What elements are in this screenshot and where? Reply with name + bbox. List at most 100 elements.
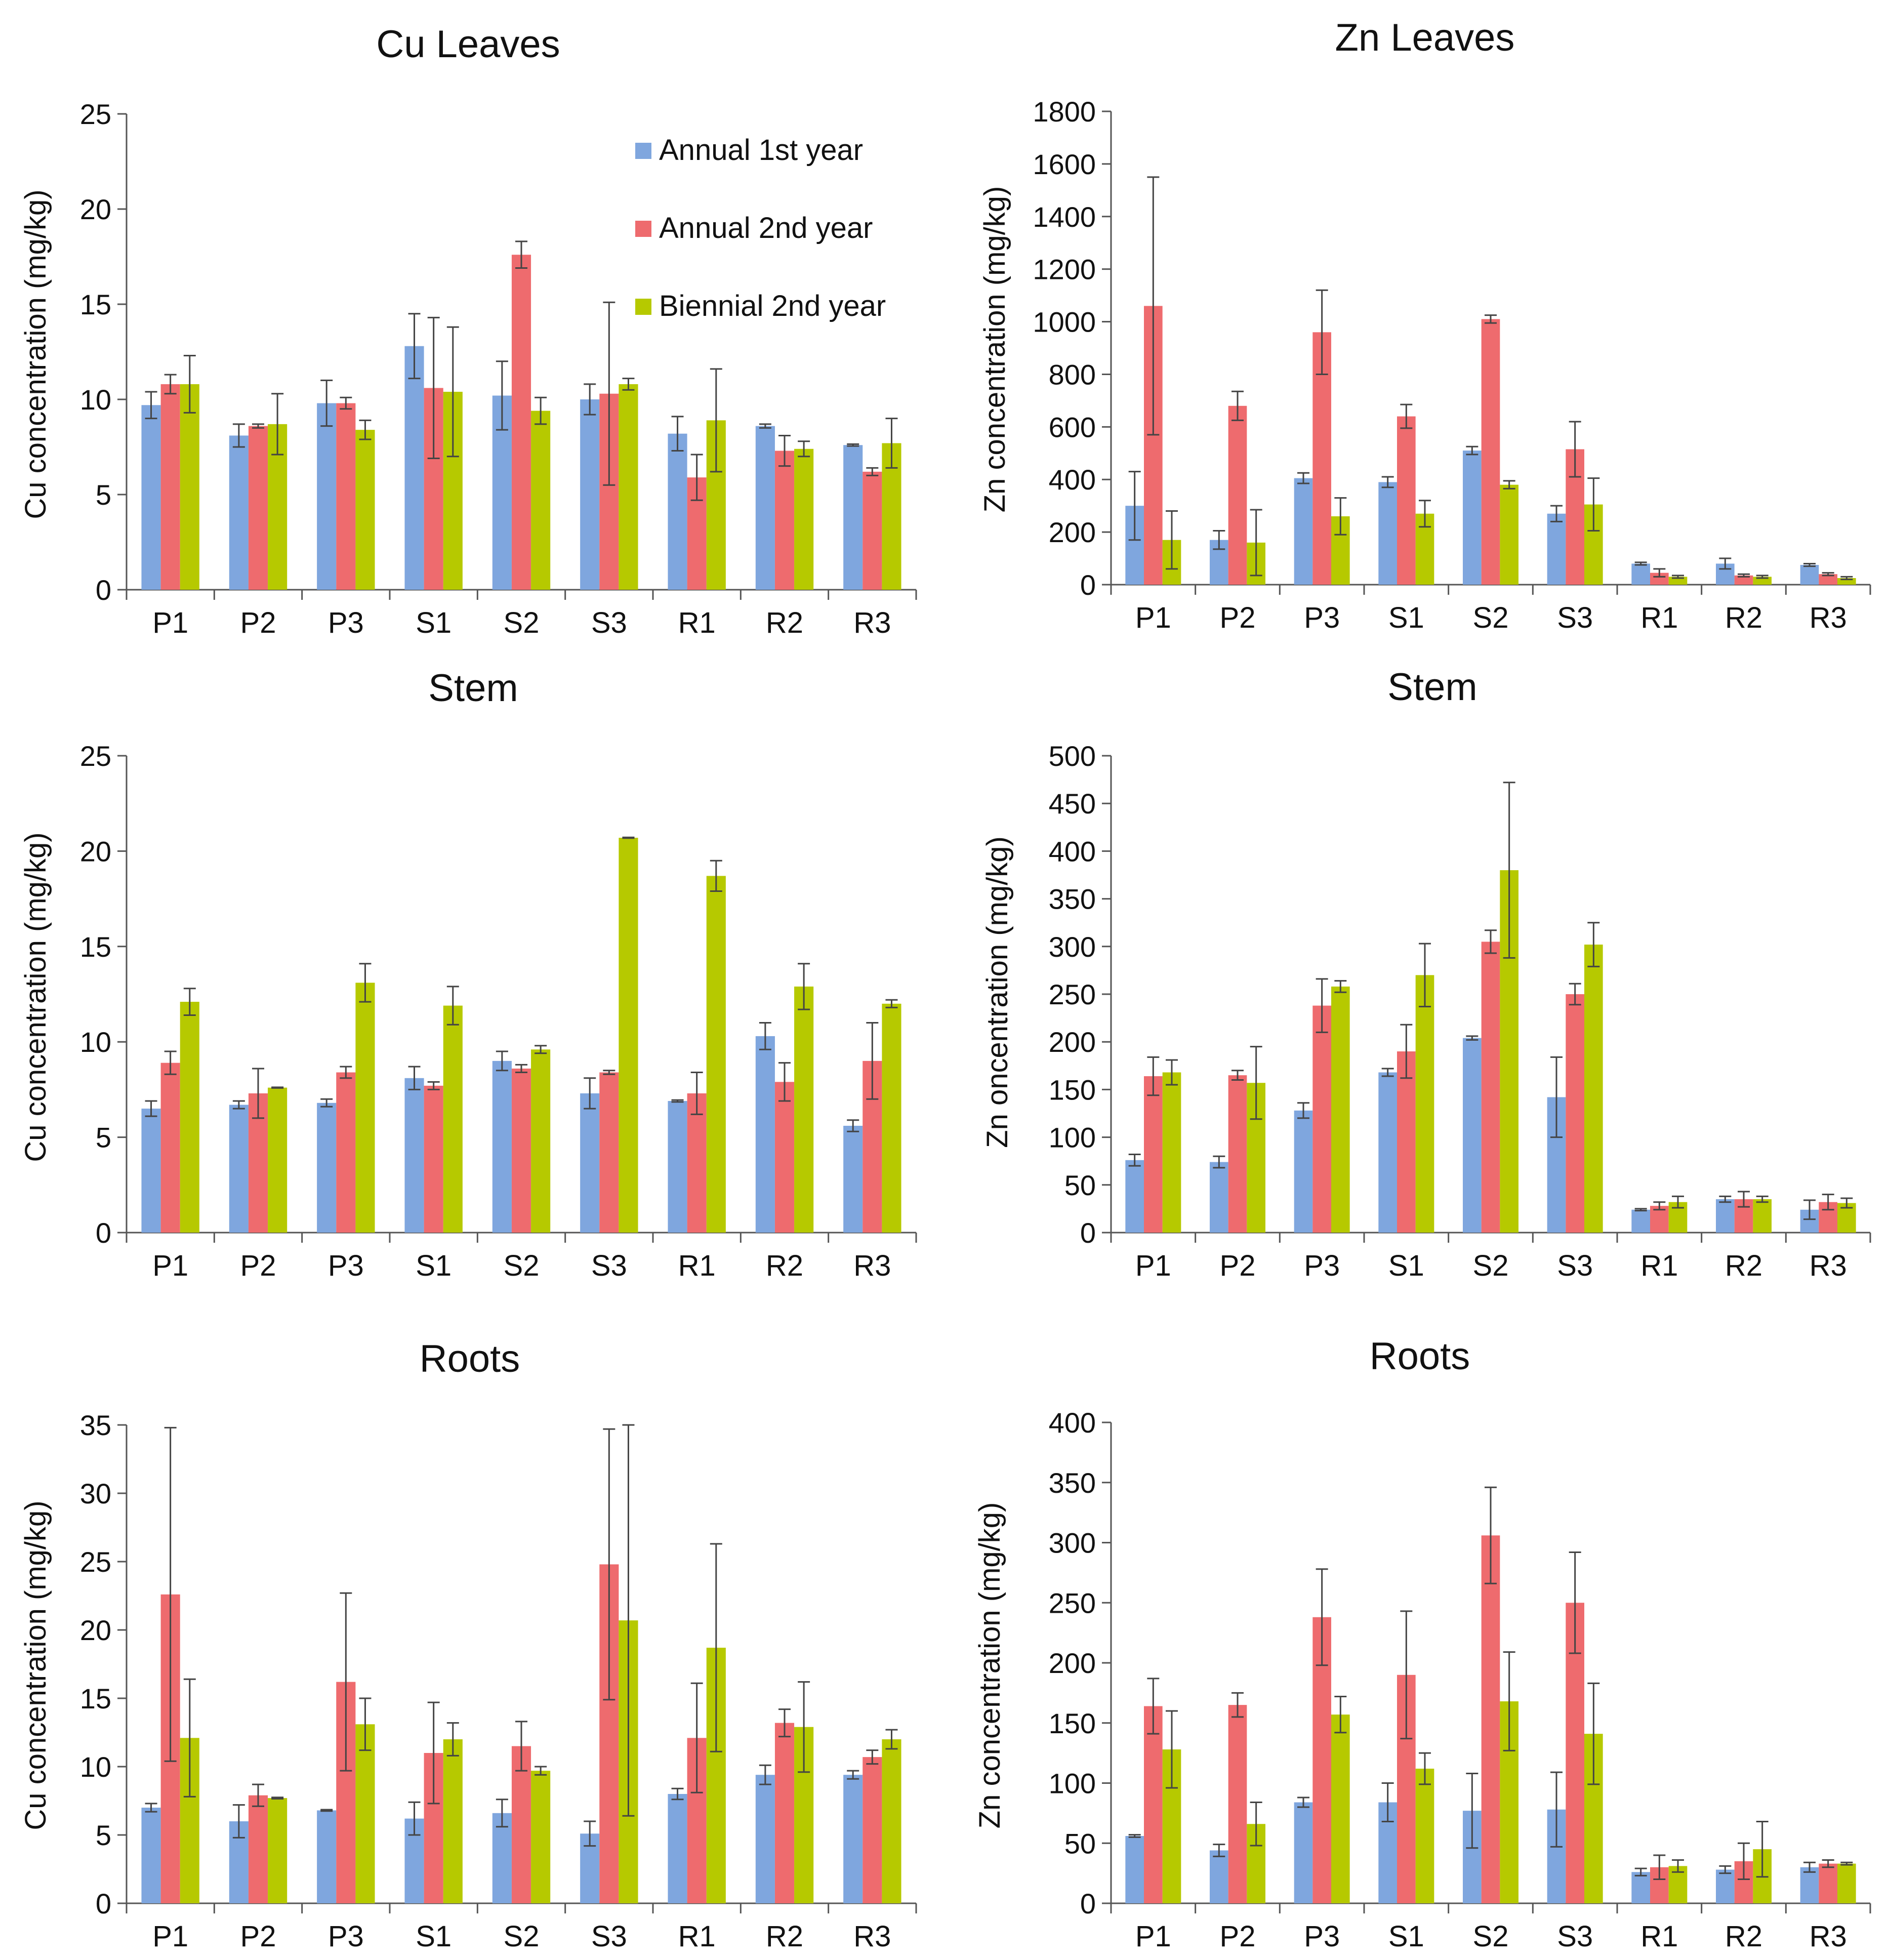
chart-cu-leaves: Cu Leaves Cu concentration (mg/kg) 0 5 10 1… [19,23,917,639]
error-bar [1334,1696,1347,1734]
error-bar [1756,1821,1769,1878]
y-tick-label: 10 [80,1026,111,1058]
error-bar [671,1787,684,1801]
error-bar [1840,1861,1853,1866]
error-bar [1569,421,1581,478]
y-tick-label: 5 [96,1819,111,1851]
error-bar [1166,1059,1178,1086]
y-tick-label: 10 [80,1751,111,1783]
error-bar [1569,983,1581,1006]
bar-biennial-2nd-p1 [1162,1072,1181,1233]
error-bar [1231,390,1244,421]
error-bar [1400,1024,1413,1079]
y-tick-label: 0 [96,1217,111,1249]
error-bar [232,1100,245,1110]
y-axis-label: Cu concentration (mg/kg) [19,1500,52,1830]
bar-biennial-2nd-s3 [619,838,638,1233]
x-tick-label: R3 [1810,1249,1847,1282]
error-bar [1738,573,1750,578]
bar-annual-2nd-s3 [599,1072,619,1233]
chart-zn-roots: Roots Zn concentration (mg/kg) 0 50 100 150… [973,1335,1871,1953]
error-bar [183,1678,196,1798]
x-tick-label: S3 [1557,601,1593,634]
error-bar [1147,176,1160,436]
y-tick-label: 300 [1049,931,1096,963]
bar-annual-2nd-s1 [424,1085,443,1233]
bar-biennial-2nd-r2 [794,986,814,1233]
error-bar [1316,978,1328,1033]
error-bar [690,1682,703,1793]
error-bar [1672,575,1684,579]
y-tick-label: 150 [1049,1074,1096,1106]
bar-annual-1st-r2 [755,1036,775,1233]
chart-title: Roots [420,1337,520,1380]
bar-biennial-2nd-s1 [443,1739,463,1903]
error-bar [446,1722,459,1757]
error-bar [759,423,771,429]
error-bar [690,454,703,501]
error-bar [183,988,196,1016]
y-tick-label: 50 [1064,1827,1096,1859]
error-bar [1466,1035,1479,1041]
bar-annual-1st-r3 [1800,565,1819,585]
y-tick-label: 1600 [1033,148,1096,180]
bar-annual-1st-r1 [668,1101,687,1233]
legend-label-biennial-2nd: Biennial 2nd year [659,290,886,322]
error-bar [408,1066,421,1090]
y-tick-label: 250 [1049,1587,1096,1619]
bar-annual-1st-p1 [141,1109,161,1233]
error-bar [1587,477,1600,532]
error-bar [798,440,810,458]
x-tick-label: R1 [1640,1249,1678,1282]
x-tick-label: S3 [591,1249,627,1282]
error-bar [885,418,898,469]
error-bar [1485,314,1497,324]
y-tick-label: 1200 [1033,254,1096,285]
error-bar [1297,472,1309,484]
error-bar [1738,1191,1750,1208]
chart-zn-stem: Stem Zn oncentration (mg/kg) 0 50 100 150 20… [981,666,1871,1282]
error-bar [1550,1771,1563,1848]
bar-annual-1st-r3 [843,1125,863,1233]
error-bar [798,963,810,1010]
error-bar [1803,562,1816,567]
x-tick-label: P2 [240,1249,276,1282]
error-bar [1840,576,1853,581]
error-bar [1822,1194,1834,1211]
error-bar [1822,572,1834,577]
error-bar [271,1796,284,1800]
bar-annual-1st-r2 [1716,1869,1735,1903]
x-tick-label: P1 [152,1249,188,1282]
bar-annual-2nd-s2 [1481,1535,1500,1903]
bar-annual-1st-s1 [1378,1072,1397,1233]
legend: Annual 1st year Annual 2nd year Biennial… [635,134,886,322]
y-tick-label: 400 [1049,1407,1096,1439]
error-bar [1485,1486,1497,1584]
bar-biennial-2nd-r3 [882,1003,901,1233]
y-tick-label: 1800 [1033,96,1096,128]
error-bar [271,1086,284,1089]
error-bar [1297,1796,1309,1808]
y-tick-label: 350 [1049,883,1096,915]
y-tick-label: 200 [1049,1647,1096,1679]
error-bar [535,396,547,425]
chart-title: Cu Leaves [376,23,560,66]
x-tick-label: P2 [240,1920,276,1953]
error-bar [408,313,421,380]
error-bar [1569,1551,1581,1654]
error-bar [1250,509,1262,577]
bar-annual-2nd-p2 [248,426,268,590]
error-bar [1653,1201,1666,1211]
plot-area: 0 50 100 150 200 250 300 350 400 450 500 P1 P2 P3 S1 S2… [1049,740,1871,1282]
x-tick-label: S3 [1557,1249,1593,1282]
bar-biennial-2nd-r2 [794,448,814,590]
y-tick-label: 10 [80,384,111,416]
y-axis-label: Cu concentration (mg/kg) [19,832,52,1162]
x-tick-label: R1 [678,1920,716,1953]
error-bar [603,1070,615,1075]
error-bar [320,379,333,427]
error-bar [1213,1844,1225,1857]
y-tick-label: 1000 [1033,306,1096,338]
bar-biennial-2nd-s2 [1500,484,1518,585]
error-bar [1756,1195,1769,1203]
